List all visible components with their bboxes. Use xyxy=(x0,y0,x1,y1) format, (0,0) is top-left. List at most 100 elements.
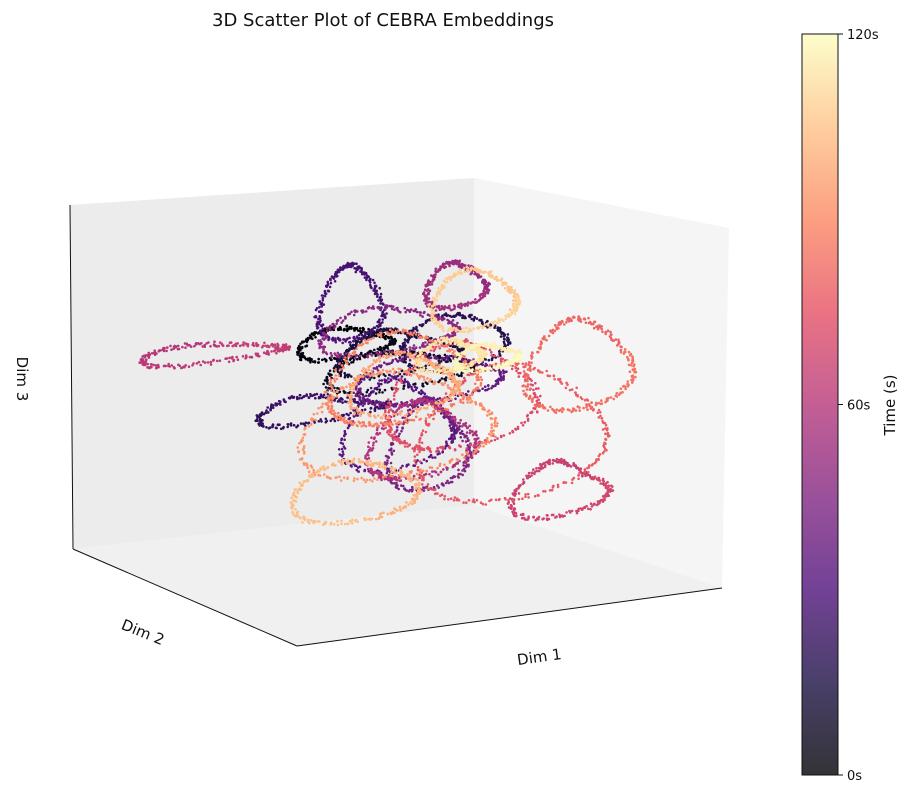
scatter-point xyxy=(530,410,534,414)
scatter-point xyxy=(370,401,373,405)
scatter-point xyxy=(299,342,302,346)
scatter-point xyxy=(485,286,489,289)
scatter-point xyxy=(468,424,472,428)
scatter-point xyxy=(469,401,472,404)
scatter-point xyxy=(347,417,351,421)
scatter-point xyxy=(187,365,191,369)
scatter-point xyxy=(532,388,535,392)
scatter-point xyxy=(403,370,407,373)
scatter-point xyxy=(375,428,379,432)
scatter-point xyxy=(297,350,301,353)
scatter-point xyxy=(424,419,428,423)
scatter-point xyxy=(532,515,535,519)
scatter-point xyxy=(533,472,536,476)
scatter-point xyxy=(482,445,485,448)
scatter-point xyxy=(143,362,147,366)
scatter-point xyxy=(266,406,270,409)
scatter-point xyxy=(418,450,421,454)
scatter-point xyxy=(407,490,411,493)
scatter-point xyxy=(407,463,410,466)
scatter-point xyxy=(383,361,386,365)
scatter-point xyxy=(265,409,268,412)
scatter-point xyxy=(335,320,339,323)
scatter-point xyxy=(609,333,613,336)
scatter-point xyxy=(484,364,487,368)
scatter-point xyxy=(441,445,444,449)
scatter-point xyxy=(459,436,463,439)
scatter-point xyxy=(377,375,381,378)
scatter-point xyxy=(400,429,403,433)
scatter-point xyxy=(317,317,320,321)
scatter-point xyxy=(570,481,574,485)
scatter-point xyxy=(341,341,345,345)
scatter-point xyxy=(354,327,358,331)
scatter-point xyxy=(587,471,590,474)
scatter-point xyxy=(270,403,273,406)
scatter-point xyxy=(578,409,581,412)
scatter-point xyxy=(447,498,450,501)
scatter-point xyxy=(424,302,428,305)
scatter-point xyxy=(630,378,633,382)
scatter-point xyxy=(340,364,344,367)
scatter-point xyxy=(447,437,451,441)
scatter-point xyxy=(381,310,385,314)
scatter-point xyxy=(403,378,407,381)
scatter-point xyxy=(162,364,166,368)
scatter-point xyxy=(563,514,566,518)
scatter-point xyxy=(318,320,322,324)
scatter-point xyxy=(332,277,336,280)
scatter-point xyxy=(325,401,329,405)
scatter-point xyxy=(193,344,196,348)
scatter-point xyxy=(366,451,370,454)
scatter-point xyxy=(550,513,554,517)
scatter-point xyxy=(257,415,260,419)
scatter-point xyxy=(373,286,377,290)
scatter-point xyxy=(348,340,352,344)
scatter-point xyxy=(561,407,564,410)
scatter-point xyxy=(428,352,432,356)
scatter-point xyxy=(282,425,285,429)
scatter-point xyxy=(187,343,191,347)
scatter-point xyxy=(413,464,417,468)
scatter-point xyxy=(448,424,452,427)
scatter-point xyxy=(508,432,512,435)
scatter-point xyxy=(301,448,305,451)
scatter-point xyxy=(411,447,415,450)
scatter-point xyxy=(364,353,367,356)
scatter-point xyxy=(466,401,469,404)
scatter-point xyxy=(488,432,491,436)
scatter-point xyxy=(295,395,299,399)
scatter-point xyxy=(463,315,467,318)
scatter-point xyxy=(286,425,290,429)
scatter-point xyxy=(332,409,336,413)
scatter-point xyxy=(442,468,445,471)
scatter-point xyxy=(472,317,476,321)
scatter-point xyxy=(358,341,362,344)
scatter-point xyxy=(312,468,315,472)
scatter-point xyxy=(227,360,231,364)
scatter-point xyxy=(350,375,353,378)
scatter-point xyxy=(528,475,532,479)
scatter-point xyxy=(504,498,507,501)
scatter-point xyxy=(297,347,300,351)
scatter-point xyxy=(450,417,453,421)
scatter-point xyxy=(381,318,385,321)
scatter-point xyxy=(443,353,447,357)
scatter-point xyxy=(523,365,527,369)
scatter-point xyxy=(394,327,397,330)
scatter-point xyxy=(431,339,434,343)
scatter-point xyxy=(407,364,410,368)
scatter-point xyxy=(422,486,426,490)
scatter-point xyxy=(364,394,368,398)
scatter-point xyxy=(398,359,402,362)
scatter-point xyxy=(428,280,432,284)
scatter-point xyxy=(231,344,234,348)
scatter-point xyxy=(412,389,415,393)
scatter-point xyxy=(468,431,472,435)
scatter-point xyxy=(264,344,267,348)
scatter-point xyxy=(348,312,352,316)
scatter-point xyxy=(630,364,633,367)
scatter-point xyxy=(369,386,373,390)
scatter-point xyxy=(357,420,361,424)
scatter-point xyxy=(460,371,464,375)
